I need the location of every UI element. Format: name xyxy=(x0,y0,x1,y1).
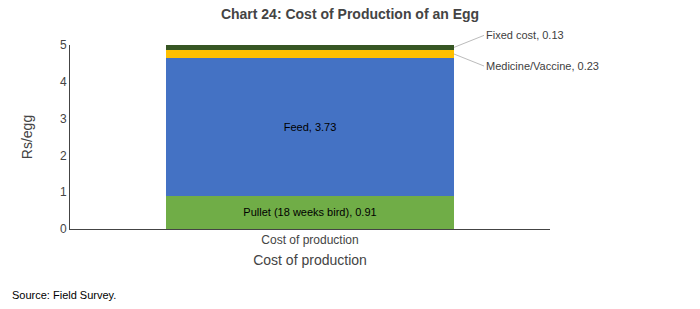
svg-text:2: 2 xyxy=(60,149,67,163)
svg-text:Pullet (18 weeks bird), 0.91: Pullet (18 weeks bird), 0.91 xyxy=(243,206,376,218)
svg-text:Fixed cost, 0.13: Fixed cost, 0.13 xyxy=(486,29,564,41)
svg-text:1: 1 xyxy=(60,185,67,199)
svg-text:0: 0 xyxy=(60,222,67,236)
svg-text:Cost of production: Cost of production xyxy=(261,233,358,247)
svg-text:Rs/egg: Rs/egg xyxy=(19,115,35,159)
svg-text:Chart 24: Cost of Production o: Chart 24: Cost of Production of an Egg xyxy=(221,6,479,22)
svg-text:3: 3 xyxy=(60,112,67,126)
svg-text:4: 4 xyxy=(60,75,67,89)
svg-text:Medicine/Vaccine, 0.23: Medicine/Vaccine, 0.23 xyxy=(486,60,599,72)
svg-text:Feed, 3.73: Feed, 3.73 xyxy=(284,121,337,133)
svg-text:Cost of production: Cost of production xyxy=(253,252,367,268)
svg-text:5: 5 xyxy=(60,38,67,52)
svg-text:Source: Field Survey.: Source: Field Survey. xyxy=(12,289,116,301)
